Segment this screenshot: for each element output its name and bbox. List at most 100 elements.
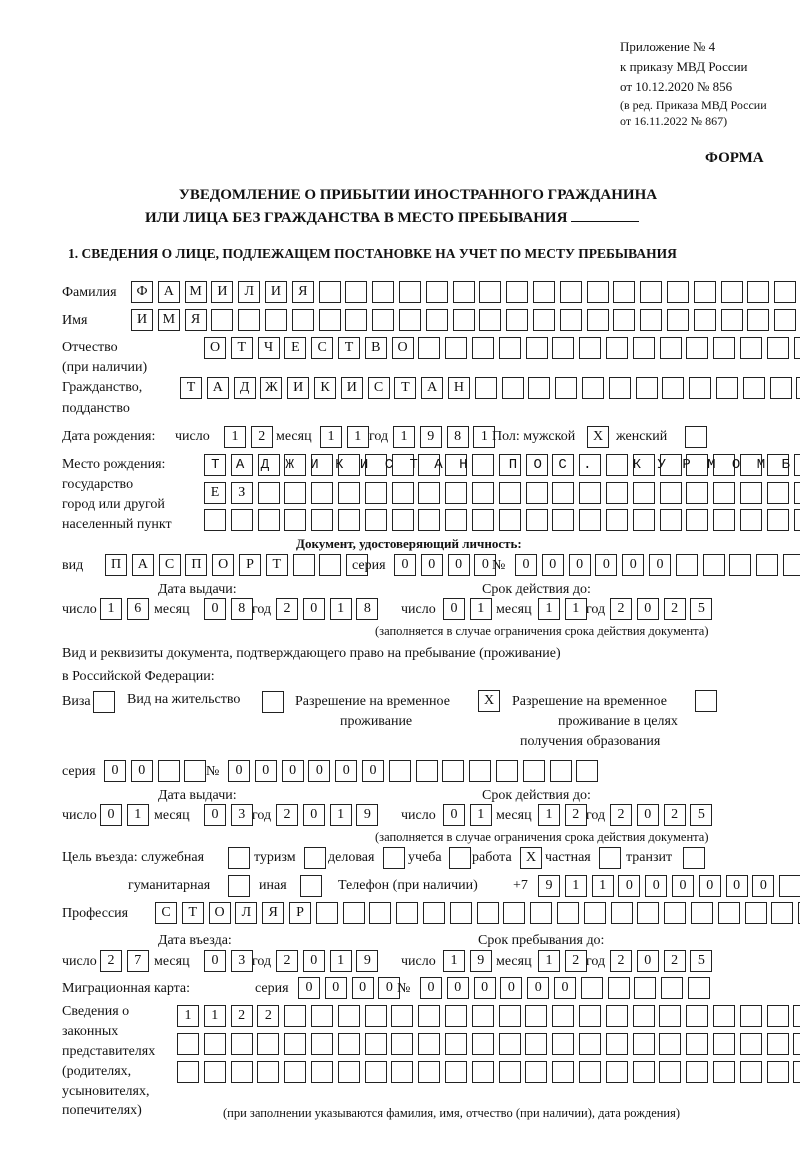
char-cell[interactable] (471, 454, 494, 476)
char-cell[interactable]: П (185, 554, 208, 576)
char-cell[interactable] (364, 1033, 387, 1055)
char-cell[interactable]: 0 (636, 804, 659, 826)
char-cell[interactable]: 2 (610, 598, 632, 620)
char-cell[interactable]: X (520, 847, 542, 869)
char-cell[interactable] (662, 377, 685, 399)
char-cell[interactable]: А (157, 281, 180, 303)
char-cell[interactable] (766, 1005, 789, 1027)
char-cell[interactable] (425, 281, 448, 303)
char-cell[interactable] (418, 1005, 441, 1027)
char-cell[interactable] (184, 760, 207, 782)
char-cell[interactable] (766, 482, 789, 504)
char-cell[interactable] (346, 554, 369, 576)
char-cell[interactable] (444, 1005, 467, 1027)
char-cell[interactable]: Л (238, 281, 261, 303)
char-cell[interactable] (549, 760, 572, 782)
char-cell[interactable] (632, 337, 655, 359)
char-cell[interactable] (766, 454, 789, 476)
char-cell[interactable] (238, 309, 261, 331)
char-cell[interactable] (525, 1033, 548, 1055)
char-cell[interactable]: А (421, 377, 444, 399)
char-cell[interactable]: Д (233, 377, 256, 399)
char-cell[interactable]: 0 (302, 598, 325, 620)
char-cell[interactable] (666, 281, 689, 303)
char-cell[interactable]: 2 (257, 1005, 280, 1027)
char-cell[interactable] (498, 1061, 521, 1083)
char-cell[interactable] (659, 1061, 682, 1083)
char-cell[interactable]: 1 (346, 426, 369, 448)
char-cell[interactable] (578, 1033, 601, 1055)
char-cell[interactable] (632, 1033, 655, 1055)
char-cell[interactable]: 0 (645, 875, 668, 897)
char-cell[interactable] (284, 509, 307, 531)
char-cell[interactable] (552, 1033, 575, 1055)
char-cell[interactable]: 2 (663, 950, 686, 972)
char-cell[interactable]: И (264, 281, 287, 303)
char-cell[interactable] (425, 309, 448, 331)
char-cell[interactable] (503, 902, 526, 924)
char-cell[interactable] (345, 309, 368, 331)
char-cell[interactable] (552, 454, 575, 476)
representatives-field-3[interactable] (177, 1061, 800, 1083)
char-cell[interactable] (257, 509, 280, 531)
char-cell[interactable]: 9 (538, 875, 560, 897)
char-cell[interactable]: 2 (276, 950, 298, 972)
char-cell[interactable] (388, 760, 411, 782)
char-cell[interactable] (311, 509, 334, 531)
char-cell[interactable]: 1 (469, 598, 492, 620)
char-cell[interactable] (579, 482, 602, 504)
purpose-humanitarian-checkbox[interactable] (228, 875, 250, 897)
char-cell[interactable] (93, 691, 115, 713)
char-cell[interactable] (632, 1061, 655, 1083)
char-cell[interactable]: 2 (230, 1005, 253, 1027)
char-cell[interactable]: 0 (204, 804, 226, 826)
char-cell[interactable] (310, 1005, 333, 1027)
char-cell[interactable]: О (208, 902, 231, 924)
char-cell[interactable] (632, 1005, 655, 1027)
char-cell[interactable] (793, 454, 800, 476)
char-cell[interactable] (444, 1033, 467, 1055)
char-cell[interactable] (311, 482, 334, 504)
char-cell[interactable] (525, 1005, 548, 1027)
char-cell[interactable] (391, 454, 414, 476)
char-cell[interactable] (774, 309, 797, 331)
char-cell[interactable] (498, 1005, 521, 1027)
char-cell[interactable] (683, 847, 705, 869)
char-cell[interactable]: 0 (474, 554, 497, 576)
char-cell[interactable] (695, 690, 717, 712)
char-cell[interactable] (739, 1005, 762, 1027)
char-cell[interactable] (337, 482, 360, 504)
char-cell[interactable] (715, 377, 738, 399)
char-cell[interactable]: 5 (690, 804, 713, 826)
char-cell[interactable] (257, 1033, 280, 1055)
birthplace-field-1[interactable] (204, 454, 800, 476)
char-cell[interactable] (766, 1061, 789, 1083)
char-cell[interactable] (599, 847, 621, 869)
char-cell[interactable]: 1 (591, 875, 614, 897)
char-cell[interactable] (744, 902, 767, 924)
purpose-service-checkbox[interactable] (228, 847, 250, 869)
char-cell[interactable] (364, 482, 387, 504)
char-cell[interactable] (337, 1005, 360, 1027)
char-cell[interactable]: 0 (281, 760, 304, 782)
char-cell[interactable] (310, 1061, 333, 1083)
char-cell[interactable]: 1 (224, 426, 246, 448)
char-cell[interactable]: 6 (126, 598, 149, 620)
char-cell[interactable]: 0 (378, 977, 401, 999)
char-cell[interactable] (418, 1033, 441, 1055)
char-cell[interactable] (559, 309, 582, 331)
char-cell[interactable] (632, 482, 655, 504)
char-cell[interactable]: 0 (446, 977, 469, 999)
char-cell[interactable] (418, 337, 441, 359)
char-cell[interactable] (640, 309, 663, 331)
